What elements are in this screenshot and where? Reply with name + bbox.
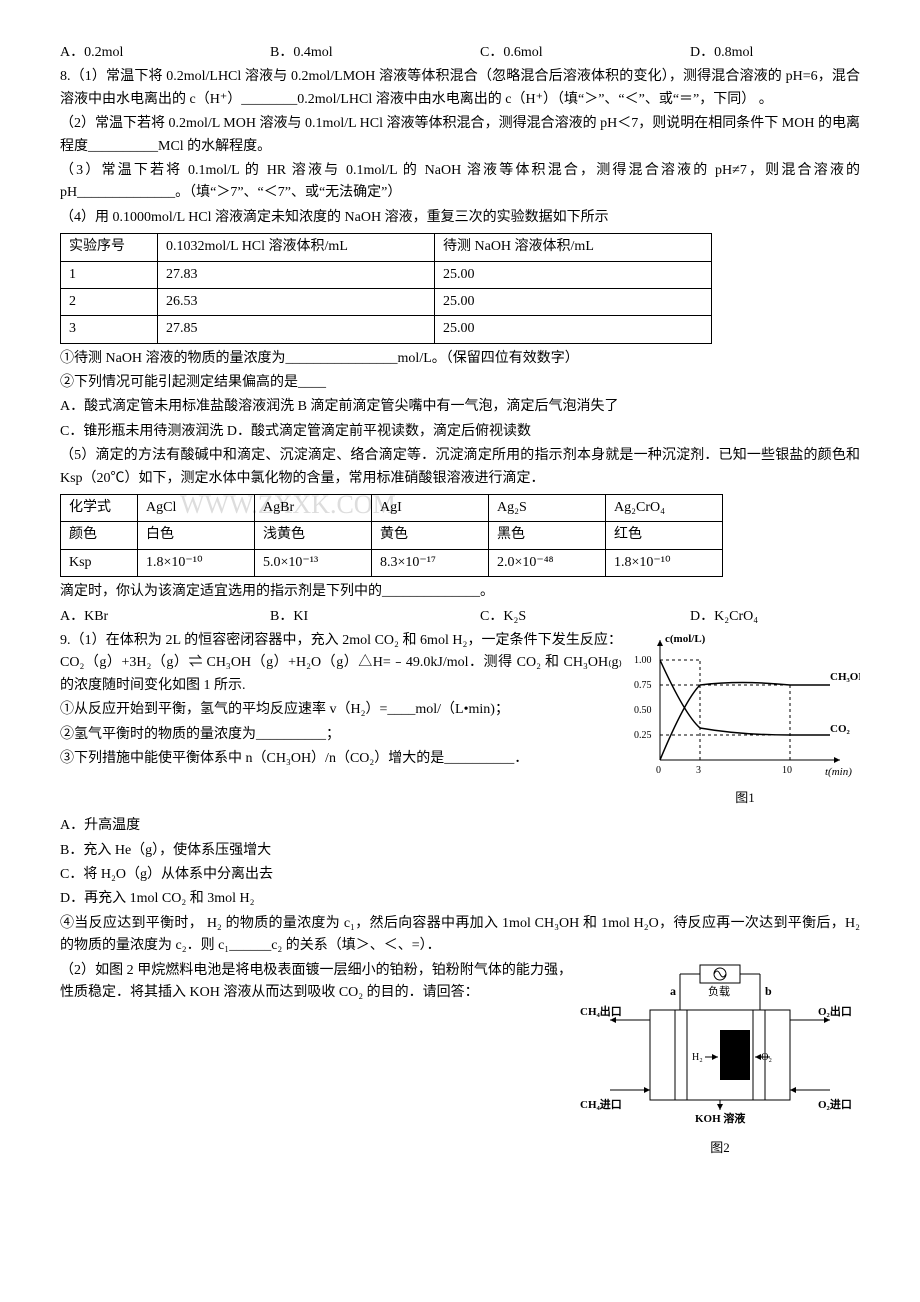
cell: 2.0×10⁻⁴⁸ (489, 549, 606, 576)
opt-c: C．K₂S (480, 606, 650, 628)
opt-b: B．KI (270, 606, 440, 628)
q7-opt-b: B．0.4mol (270, 42, 440, 64)
cell: 红色 (606, 522, 723, 549)
table-row: 1 27.83 25.00 (61, 261, 712, 288)
cell: 27.85 (158, 316, 435, 343)
svg-text:10: 10 (782, 765, 792, 776)
cell: 25.00 (435, 288, 712, 315)
q7-options: A．0.2mol B．0.4mol C．0.6mol D．0.8mol (60, 42, 860, 64)
cell: 8.3×10⁻¹⁷ (372, 549, 489, 576)
fig1-xlabel: t(min) (825, 766, 852, 778)
cell: 1 (61, 261, 158, 288)
svg-text:b: b (765, 984, 772, 998)
q8-p4a: ①待测 NaOH 溶液的物质的量浓度为________________mol/L… (60, 348, 860, 370)
svg-text:O₂出口: O₂出口 (818, 1004, 852, 1018)
cell: 黄色 (372, 522, 489, 549)
q8-p4b: ②下列情况可能引起测定结果偏高的是____ (60, 372, 860, 394)
q8-p2: （2）常温下若将 0.2mol/L MOH 溶液与 0.1mol/L HCl 溶… (60, 113, 860, 158)
q8-p4-optC: C．锥形瓶未用待测液润洗 D．酸式滴定管滴定前平视读数，滴定后俯视读数 (60, 421, 860, 443)
svg-text:0.25: 0.25 (634, 730, 652, 741)
fig1-caption: 图1 (630, 788, 860, 809)
cell: Ksp (61, 549, 138, 576)
cell: 黑色 (489, 522, 606, 549)
figure-1: c(mol/L) t(min) 0.25 0.50 0.75 1.00 0 3 … (630, 630, 860, 809)
q9-p1d: ④当反应达到平衡时， H₂ 的物质的量浓度为 c₁，然后向容器中再加入 1mol… (60, 913, 860, 958)
svg-text:1.00: 1.00 (634, 655, 652, 666)
cell: 白色 (138, 522, 255, 549)
svg-text:负载: 负载 (708, 984, 730, 998)
table-row: 3 27.85 25.00 (61, 316, 712, 343)
opt-a: A．KBr (60, 606, 230, 628)
cell: AgBr (255, 495, 372, 522)
q8-table1: 实验序号 0.1032mol/L HCl 溶液体积/mL 待测 NaOH 溶液体… (60, 233, 712, 344)
svg-text:0.50: 0.50 (634, 705, 652, 716)
q8-table2: 化学式 AgCl AgBr AgI Ag₂S Ag₂CrO₄ 颜色 白色 浅黄色… (60, 494, 723, 577)
cell: 3 (61, 316, 158, 343)
cell: 27.83 (158, 261, 435, 288)
q9-optD: D．再充入 1mol CO₂ 和 3mol H₂ (60, 888, 860, 910)
cell: AgCl (138, 495, 255, 522)
cell: 25.00 (435, 316, 712, 343)
cell: 0.1032mol/L HCl 溶液体积/mL (158, 234, 435, 261)
q8-p5a: 滴定时，你认为该滴定适宜选用的指示剂是下列中的______________。 (60, 581, 860, 603)
cell: Ag₂CrO₄ (606, 495, 723, 522)
svg-text:0: 0 (656, 765, 661, 776)
cell: Ag₂S (489, 495, 606, 522)
cell: 1.8×10⁻¹⁰ (606, 549, 723, 576)
cell: 2 (61, 288, 158, 315)
q8-p1: 8.（1）常温下将 0.2mol/LHCl 溶液与 0.2mol/LMOH 溶液… (60, 66, 860, 111)
svg-text:CH₄进口: CH₄进口 (580, 1097, 622, 1111)
cell: 待测 NaOH 溶液体积/mL (435, 234, 712, 261)
q9-optB: B．充入 He（g），使体系压强增大 (60, 840, 860, 862)
cell: AgI (372, 495, 489, 522)
svg-text:CH₄出口: CH₄出口 (580, 1004, 622, 1018)
fig2-caption: 图2 (580, 1138, 860, 1159)
table-row: 颜色 白色 浅黄色 黄色 黑色 红色 (61, 522, 723, 549)
q8-p5: （5）滴定的方法有酸碱中和滴定、沉淀滴定、络合滴定等．沉淀滴定所用的指示剂本身就… (60, 445, 860, 490)
q7-opt-c: C．0.6mol (480, 42, 650, 64)
fig1-ylabel: c(mol/L) (665, 633, 706, 645)
cell: 化学式 (61, 495, 138, 522)
cell: 26.53 (158, 288, 435, 315)
svg-text:0.75: 0.75 (634, 680, 652, 691)
svg-text:3: 3 (696, 765, 701, 776)
q9-optA: A．升高温度 (60, 815, 860, 837)
cell: 1.8×10⁻¹⁰ (138, 549, 255, 576)
cell: 实验序号 (61, 234, 158, 261)
q8-p5-options: A．KBr B．KI C．K₂S D．K₂CrO₄ (60, 606, 860, 628)
opt-d: D．K₂CrO₄ (690, 606, 860, 628)
q7-opt-d: D．0.8mol (690, 42, 860, 64)
table-row: Ksp 1.8×10⁻¹⁰ 5.0×10⁻¹³ 8.3×10⁻¹⁷ 2.0×10… (61, 549, 723, 576)
fig1-co2: CO₂ (830, 723, 851, 735)
svg-text:H₂: H₂ (692, 1052, 703, 1063)
q8-p4: （4）用 0.1000mol/L HCl 溶液滴定未知浓度的 NaOH 溶液，重… (60, 207, 860, 229)
cell: 浅黄色 (255, 522, 372, 549)
table-row: 化学式 AgCl AgBr AgI Ag₂S Ag₂CrO₄ (61, 495, 723, 522)
cell: 5.0×10⁻¹³ (255, 549, 372, 576)
q8-p3: （3）常温下若将 0.1mol/L 的 HR 溶液与 0.1mol/L 的 Na… (60, 160, 860, 205)
fig1-ch3oh: CH₃OH (830, 671, 860, 683)
cell: 颜色 (61, 522, 138, 549)
svg-text:KOH 溶液: KOH 溶液 (695, 1111, 746, 1125)
q9-optC: C．将 H₂O（g）从体系中分离出去 (60, 864, 860, 886)
svg-text:a: a (670, 984, 676, 998)
svg-text:O₂进口: O₂进口 (818, 1097, 852, 1111)
cell: 25.00 (435, 261, 712, 288)
figure-2: 负载 a b CH₄出口 O₂出口 CH₄进口 O₂进口 H₂ (580, 960, 860, 1159)
table-row: 2 26.53 25.00 (61, 288, 712, 315)
q7-opt-a: A．0.2mol (60, 42, 230, 64)
q8-p4-optA: A．酸式滴定管未用标准盐酸溶液润洗 B 滴定前滴定管尖嘴中有一气泡，滴定后气泡消… (60, 396, 860, 418)
table-row: 实验序号 0.1032mol/L HCl 溶液体积/mL 待测 NaOH 溶液体… (61, 234, 712, 261)
